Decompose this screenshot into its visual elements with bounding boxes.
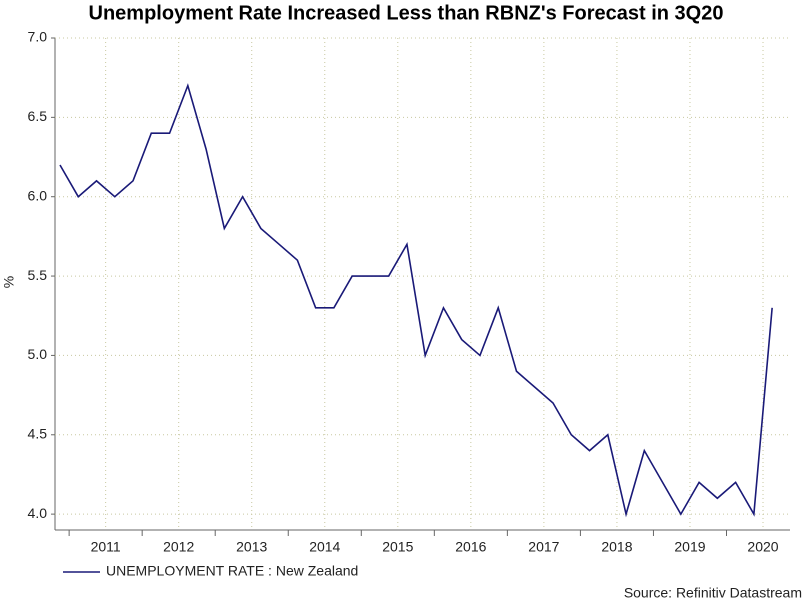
x-tick-label: 2015: [382, 539, 413, 555]
x-tick-label: 2019: [674, 539, 705, 555]
x-tick-label: 2017: [528, 539, 559, 555]
y-tick-label: 7.0: [28, 29, 48, 45]
x-tick-label: 2011: [91, 539, 121, 555]
x-tick-label: 2013: [236, 539, 267, 555]
y-tick-label: 4.5: [28, 425, 48, 441]
y-tick-label: 6.5: [28, 108, 48, 124]
legend-label: UNEMPLOYMENT RATE : New Zealand: [106, 563, 358, 579]
y-axis-label: %: [1, 276, 17, 288]
line: [59, 83, 773, 518]
x-tick-label: 2014: [309, 539, 340, 555]
y-tick-label: 5.0: [28, 346, 48, 362]
x-tick-label: 2020: [747, 539, 778, 555]
x-tick-label: 2016: [455, 539, 486, 555]
y-tick-label: 5.5: [28, 267, 48, 283]
y-tick-label: 4.0: [28, 505, 48, 521]
source: Source: Refinitiv Datastream: [624, 585, 802, 601]
y-tick-label: 6.0: [28, 187, 48, 203]
chart-title: Unemployment Rate Increased Less than RB…: [89, 2, 724, 24]
x-tick-label: 2012: [163, 539, 194, 555]
x-tick-label: 2018: [601, 539, 632, 555]
